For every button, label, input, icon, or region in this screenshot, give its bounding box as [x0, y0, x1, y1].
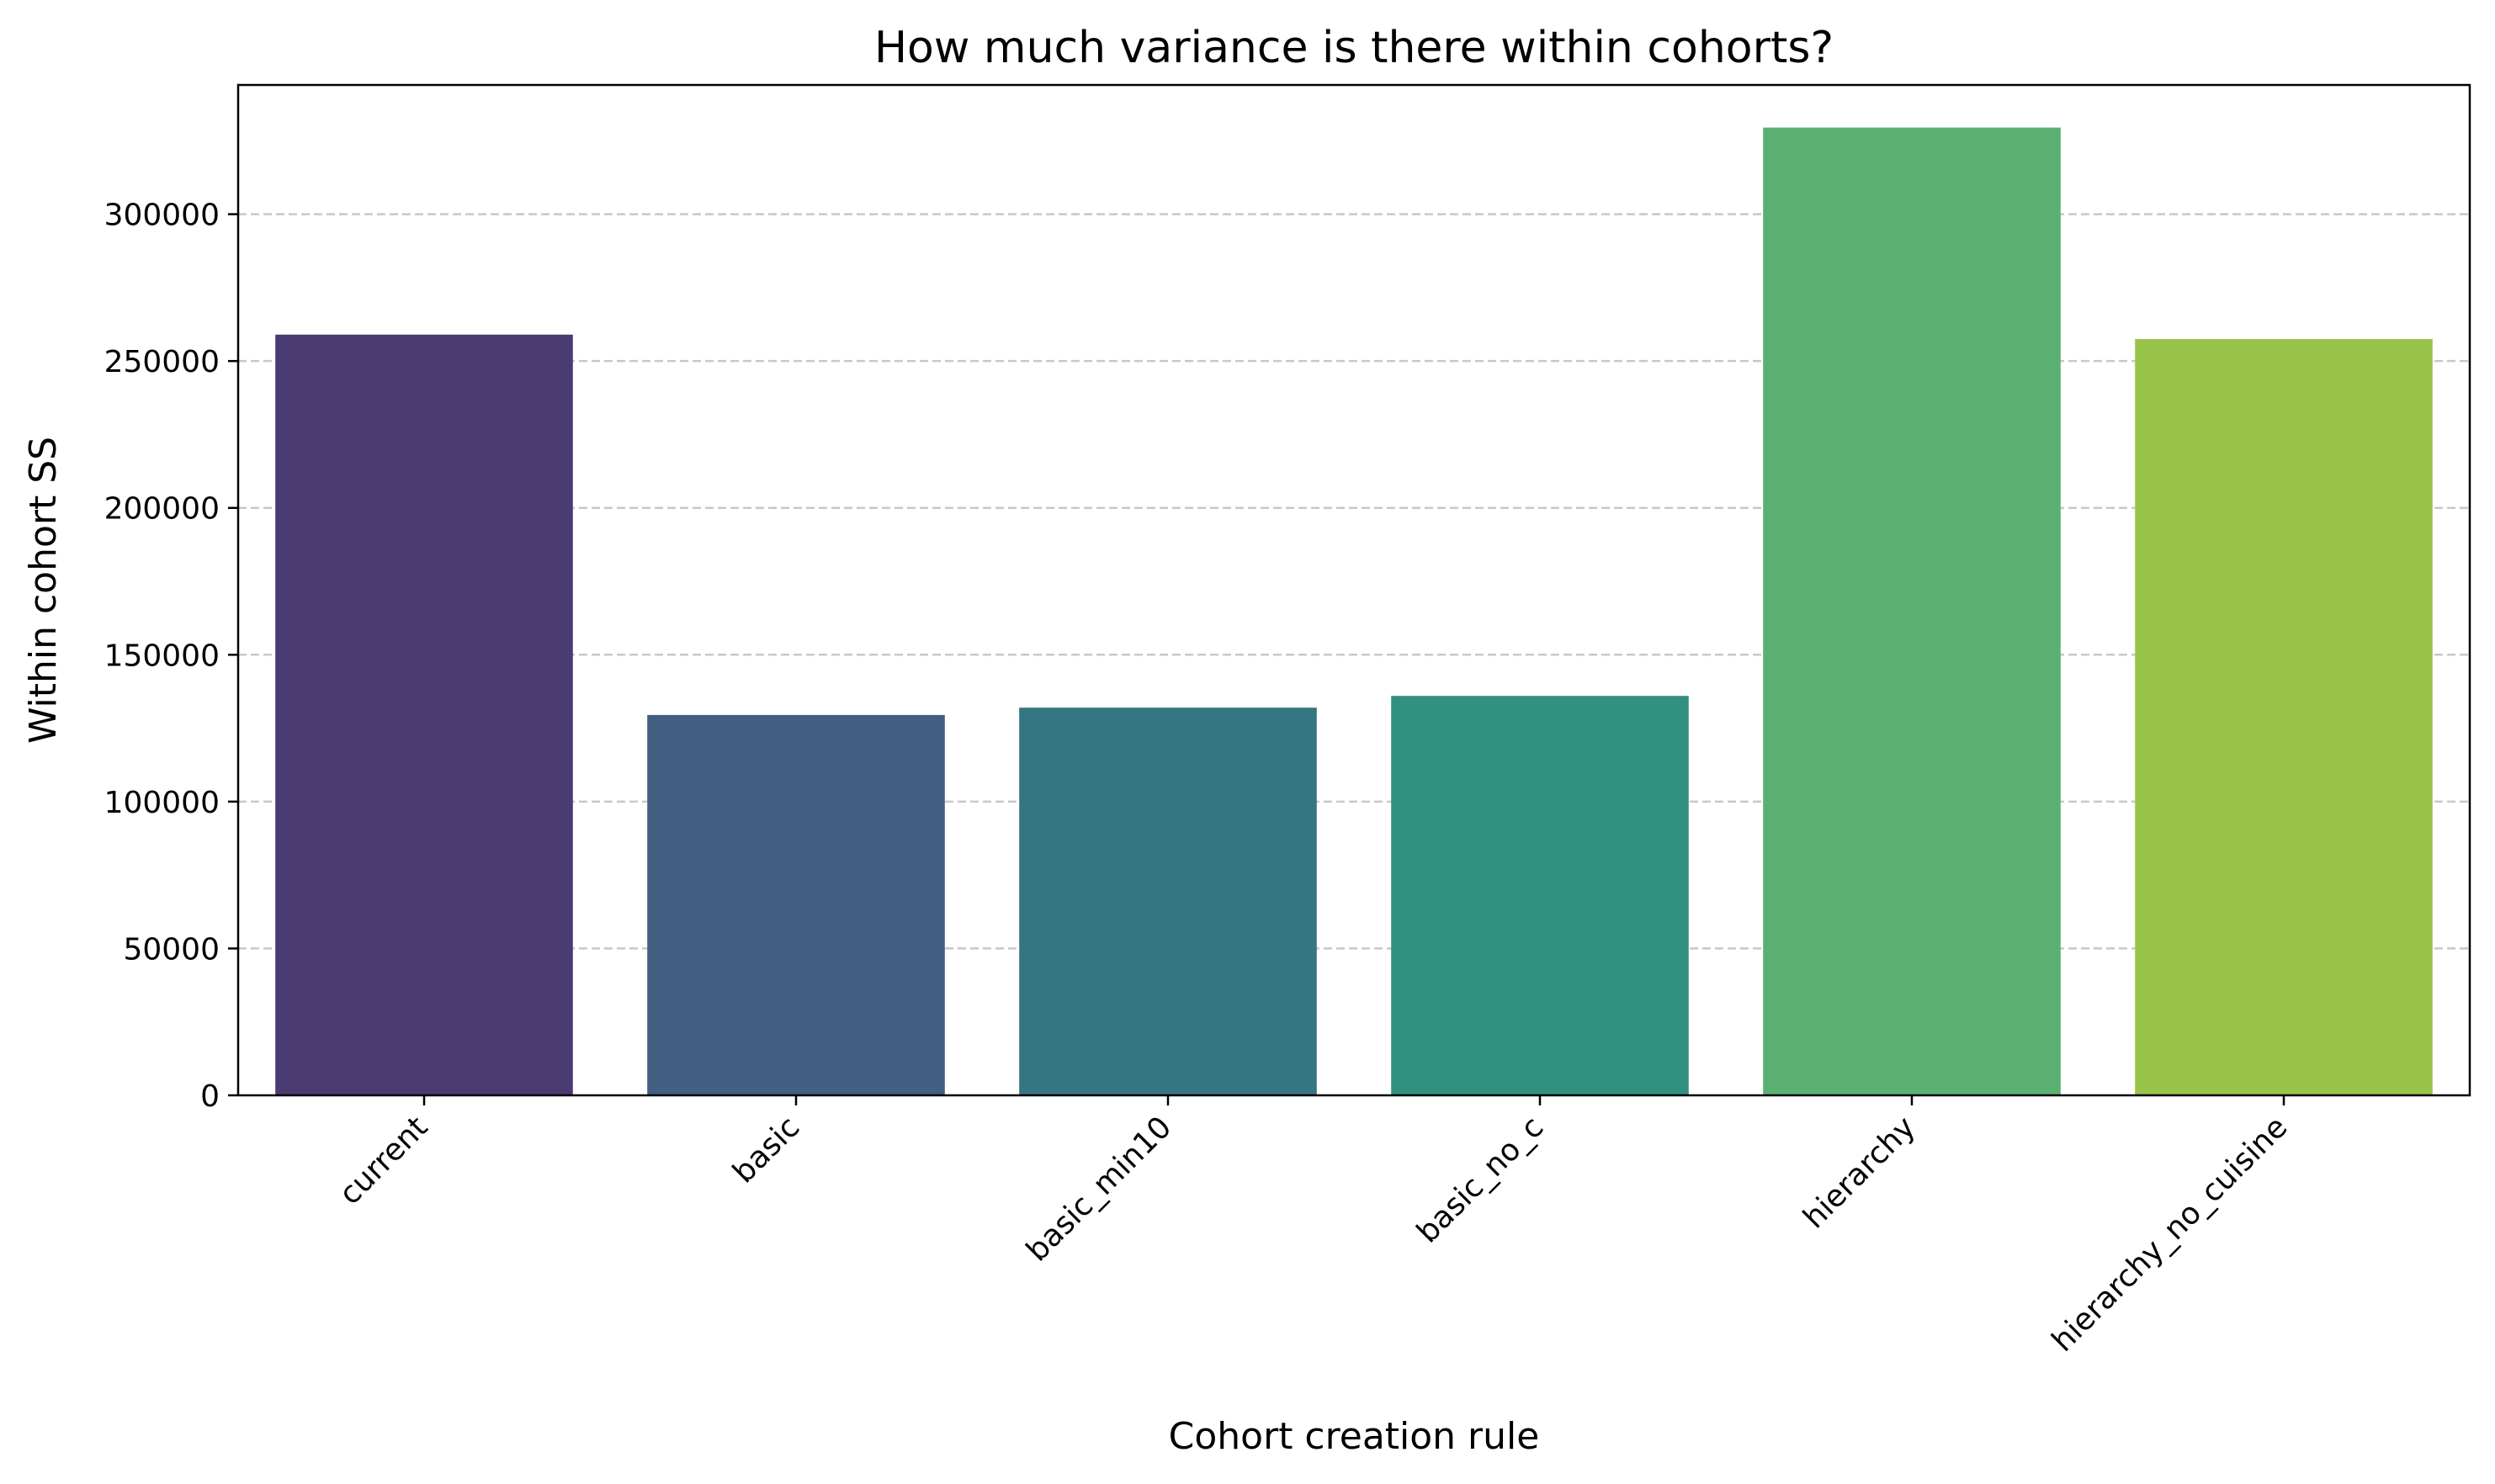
grid-lines — [238, 213, 2470, 950]
x-tick-label: hierarchy — [1797, 1110, 1922, 1235]
x-tick-label: basic_min10 — [1020, 1110, 1178, 1268]
bar-basic-min10 — [1019, 708, 1317, 1095]
y-axis-label: Within cohort SS — [22, 437, 65, 744]
x-tick-label: current — [333, 1110, 435, 1211]
y-tick-label: 0 — [200, 1079, 220, 1114]
bar-basic-no-c — [1391, 696, 1689, 1095]
y-tick-label: 250000 — [104, 345, 220, 379]
y-ticks: 0 50000 100000 150000 200000 250000 300000 — [104, 199, 238, 1114]
bar-current — [275, 334, 573, 1095]
y-tick-label: 50000 — [123, 932, 220, 967]
x-axis-label: Cohort creation rule — [1169, 1415, 1540, 1458]
y-tick-label: 200000 — [104, 492, 220, 527]
x-tick-label: basic — [726, 1110, 806, 1190]
plot-frame — [236, 83, 2471, 1097]
x-tick-label: hierarchy_no_cuisine — [2046, 1110, 2295, 1359]
bar-hierarchy — [1763, 127, 2061, 1096]
bar-hierarchy-no-cuisine — [2135, 338, 2433, 1096]
x-ticks: current basic basic_min10 basic_no_c hierarc… — [333, 1095, 2295, 1359]
y-tick-label: 100000 — [104, 786, 220, 820]
x-tick-label: basic_no_c — [1410, 1110, 1550, 1249]
bars — [275, 127, 2433, 1096]
axes — [236, 83, 2471, 1097]
y-tick-label: 150000 — [104, 639, 220, 673]
bar-basic — [647, 714, 945, 1095]
y-tick-label: 300000 — [104, 199, 220, 233]
chart-title: How much variance is there within cohort… — [874, 23, 1834, 73]
